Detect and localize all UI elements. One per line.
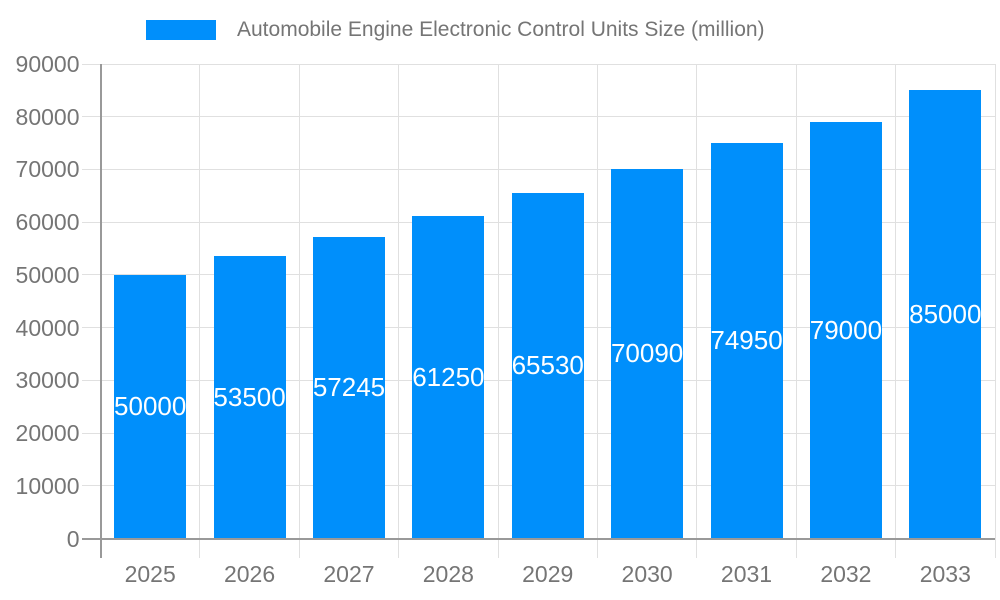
x-axis-label: 2025 (124, 560, 176, 587)
bar-value-label: 85000 (909, 298, 982, 329)
x-gridline (895, 64, 897, 539)
x-gridline (398, 64, 400, 539)
x-axis-tick (497, 538, 499, 558)
y-axis-tick (81, 327, 101, 329)
bar (312, 236, 385, 539)
bar (710, 143, 783, 539)
y-axis-label: 40000 (15, 314, 80, 341)
y-axis-tick (81, 379, 101, 381)
bar (412, 215, 485, 539)
bar-value-label: 50000 (114, 391, 187, 422)
y-axis-tick (81, 63, 101, 65)
y-axis-label: 10000 (15, 472, 80, 499)
x-axis-label: 2028 (422, 560, 474, 587)
legend: Automobile Engine Electronic Control Uni… (146, 14, 765, 46)
x-axis-tick (596, 538, 598, 558)
y-axis-label: 20000 (15, 420, 80, 447)
x-gridline (298, 64, 300, 539)
bar-value-label: 70090 (610, 338, 684, 369)
x-axis-tick (795, 538, 797, 558)
x-axis-tick (895, 538, 897, 558)
bar (909, 90, 982, 539)
x-gridline (696, 64, 698, 539)
bar (213, 256, 286, 539)
bar-value-label: 74950 (710, 325, 783, 356)
x-axis-tick (199, 538, 201, 558)
legend-swatch (146, 20, 216, 40)
bar (114, 274, 187, 539)
y-axis-label: 0 (66, 525, 80, 552)
bar-value-label: 53500 (213, 381, 286, 412)
x-gridline (795, 64, 797, 539)
y-axis-label: 70000 (15, 156, 80, 183)
y-axis-label: 80000 (15, 103, 80, 130)
x-gridline (596, 64, 598, 539)
x-axis-label: 2033 (919, 560, 971, 587)
y-axis-line (99, 64, 102, 558)
bar-value-label: 79000 (809, 314, 883, 345)
x-axis-label: 2030 (621, 560, 673, 587)
y-axis-label: 90000 (15, 51, 80, 77)
bar-value-label: 65530 (511, 350, 584, 381)
y-axis-label: 50000 (15, 261, 80, 288)
x-axis-tick (298, 538, 300, 558)
bar (511, 193, 584, 539)
y-axis-tick (81, 274, 101, 276)
x-axis-label: 2027 (323, 560, 375, 587)
x-axis-tick (696, 538, 698, 558)
y-axis-label: 60000 (15, 209, 80, 236)
x-axis-line (81, 537, 995, 540)
y-axis-tick (81, 168, 101, 170)
legend-label: Automobile Engine Electronic Control Uni… (237, 18, 765, 41)
y-gridline (100, 63, 995, 65)
x-axis-label: 2032 (820, 560, 872, 587)
x-axis-label: 2026 (223, 560, 276, 587)
x-axis-label: 2029 (522, 560, 574, 587)
bar-value-label: 61250 (412, 361, 485, 392)
x-gridline (199, 64, 201, 539)
y-gridline (100, 168, 995, 170)
bar (809, 121, 882, 539)
x-axis-tick (994, 538, 996, 558)
y-axis-tick (81, 432, 101, 434)
bar (611, 168, 684, 539)
x-gridline (994, 64, 996, 539)
bar-value-label: 57245 (312, 372, 386, 403)
x-axis-label: 2031 (720, 560, 773, 587)
x-gridline (497, 64, 499, 539)
x-axis-tick (398, 538, 400, 558)
y-axis-tick (81, 485, 101, 487)
y-axis-tick (81, 116, 101, 118)
y-axis-label: 30000 (15, 367, 80, 394)
y-gridline (100, 116, 995, 118)
y-axis-tick (81, 221, 101, 223)
